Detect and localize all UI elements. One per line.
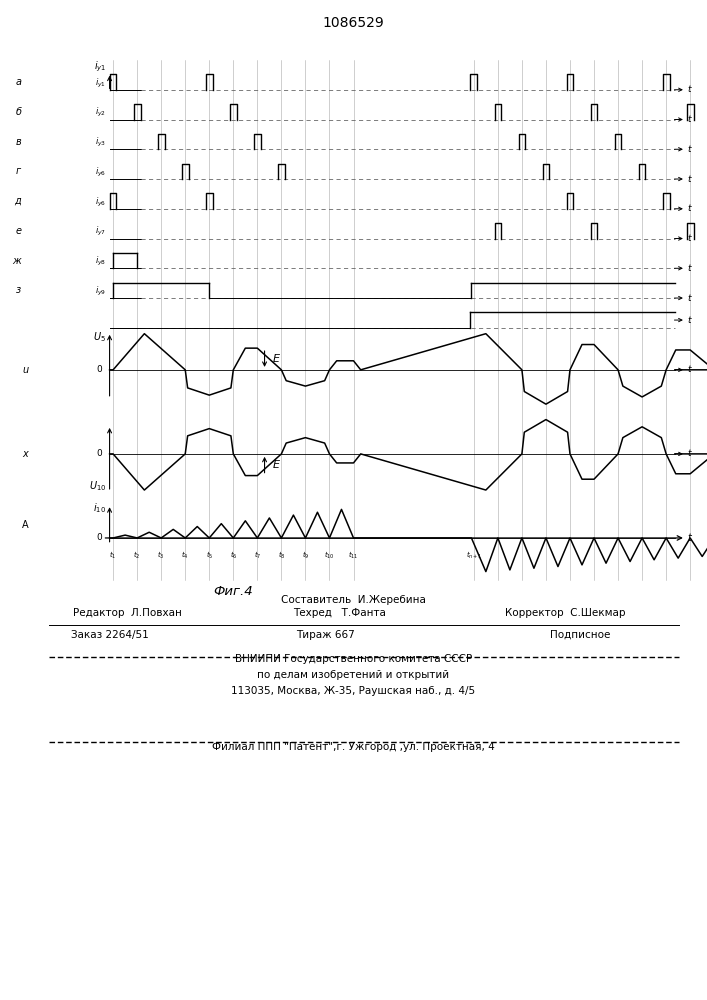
Text: ж: ж [13,256,21,266]
Text: а: а [16,77,21,87]
Text: е: е [16,226,21,236]
Text: A: A [22,520,28,530]
Text: $i_{y3}$: $i_{y3}$ [95,136,106,149]
Text: 0: 0 [97,533,103,542]
Text: Филиал ППП "Патент",г. Ужгород ,ул. Проектная, 4: Филиал ППП "Патент",г. Ужгород ,ул. Прое… [212,742,495,752]
Text: $i_{10}$: $i_{10}$ [93,501,106,515]
Text: $t_{10}$: $t_{10}$ [324,550,335,561]
Text: t: t [687,294,691,303]
Text: Корректор  С.Шекмар: Корректор С.Шекмар [506,608,626,618]
Text: x: x [23,449,28,459]
Text: $t_6$: $t_6$ [230,550,237,561]
Text: t: t [687,234,691,243]
Text: $U_{10}$: $U_{10}$ [88,480,106,493]
Text: t: t [687,365,691,374]
Text: Тираж 667: Тираж 667 [296,630,355,640]
Text: $U_5$: $U_5$ [93,330,106,344]
Text: t: t [687,145,691,154]
Text: $i_{y6}$: $i_{y6}$ [95,196,106,209]
Text: д: д [14,196,21,206]
Text: E: E [273,354,280,364]
Text: Составитель  И.Жеребина: Составитель И.Жеребина [281,595,426,605]
Text: t: t [687,204,691,213]
Text: $t_5$: $t_5$ [206,550,213,561]
Text: Фиг.4: Фиг.4 [214,585,253,598]
Text: $i_{y8}$: $i_{y8}$ [95,255,106,268]
Text: $i_{y7}$: $i_{y7}$ [95,225,106,238]
Text: 113035, Москва, Ж-35, Раушская наб., д. 4/5: 113035, Москва, Ж-35, Раушская наб., д. … [231,686,476,696]
Text: t: t [687,449,691,458]
Text: Подписное: Подписное [549,630,610,640]
Text: г: г [16,166,21,176]
Text: t: t [687,115,691,124]
Text: $i_{y2}$: $i_{y2}$ [95,106,106,119]
Text: Заказ 2264/51: Заказ 2264/51 [71,630,148,640]
Text: по делам изобретений и открытий: по делам изобретений и открытий [257,670,450,680]
Text: $t_1$: $t_1$ [110,550,117,561]
Text: t: t [687,264,691,273]
Text: $i_{y1}$: $i_{y1}$ [94,59,106,74]
Text: t: t [687,175,691,184]
Text: ВНИИПИ Государственного комитета СССР: ВНИИПИ Государственного комитета СССР [235,654,472,664]
Text: $t_{11}$: $t_{11}$ [349,550,358,561]
Text: $t_8$: $t_8$ [278,550,285,561]
Text: 1086529: 1086529 [322,16,385,30]
Text: з: з [16,285,21,295]
Text: $i_{y6}$: $i_{y6}$ [95,166,106,179]
Text: t: t [687,533,691,543]
Text: Редактор  Л.Повхан: Редактор Л.Повхан [73,608,182,618]
Text: 0: 0 [97,449,103,458]
Text: $i_{y1}$: $i_{y1}$ [95,77,106,90]
Text: t: t [687,316,691,325]
Text: Техред   Т.Фанта: Техред Т.Фанта [293,608,386,618]
Text: $t_4$: $t_4$ [182,550,189,561]
Text: $t_2$: $t_2$ [134,550,141,561]
Text: $i_{y9}$: $i_{y9}$ [95,285,106,298]
Text: в: в [16,137,21,147]
Text: $t_7$: $t_7$ [254,550,261,561]
Text: u: u [22,365,28,375]
Text: t: t [687,85,691,94]
Text: б: б [16,107,21,117]
Text: E: E [273,460,280,470]
Text: 0: 0 [97,365,103,374]
Text: $t_9$: $t_9$ [302,550,309,561]
Text: $t_3$: $t_3$ [158,550,165,561]
Text: $t_{n+1}$: $t_{n+1}$ [466,550,482,561]
